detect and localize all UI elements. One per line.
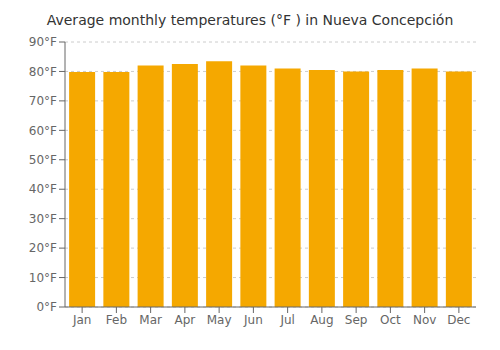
- svg-text:0°F: 0°F: [36, 300, 57, 314]
- svg-text:Nov: Nov: [413, 313, 436, 327]
- svg-text:40°F: 40°F: [29, 182, 57, 196]
- svg-text:70°F: 70°F: [29, 94, 57, 108]
- svg-text:Mar: Mar: [139, 313, 162, 327]
- svg-text:Feb: Feb: [106, 313, 127, 327]
- svg-text:May: May: [207, 313, 232, 327]
- svg-text:50°F: 50°F: [29, 153, 57, 167]
- html-text:Average monthly temperatures (: Average monthly temperatures (°F ) in Nu…: [46, 12, 454, 28]
- svg-text:Dec: Dec: [447, 313, 470, 327]
- svg-text:Apr: Apr: [174, 313, 195, 327]
- svg-text:Sep: Sep: [345, 313, 368, 327]
- svg-text:Aug: Aug: [310, 313, 333, 327]
- svg-text:Jan: Jan: [72, 313, 92, 327]
- svg-text:20°F: 20°F: [29, 241, 57, 255]
- svg-text:Oct: Oct: [380, 313, 401, 327]
- svg-text:90°F: 90°F: [29, 35, 57, 49]
- svg-text:80°F: 80°F: [29, 65, 57, 79]
- svg-text:60°F: 60°F: [29, 124, 57, 138]
- svg-text:10°F: 10°F: [29, 271, 57, 285]
- svg-text:Jun: Jun: [243, 313, 263, 327]
- svg-text:30°F: 30°F: [29, 212, 57, 226]
- svg-text:Jul: Jul: [279, 313, 294, 327]
